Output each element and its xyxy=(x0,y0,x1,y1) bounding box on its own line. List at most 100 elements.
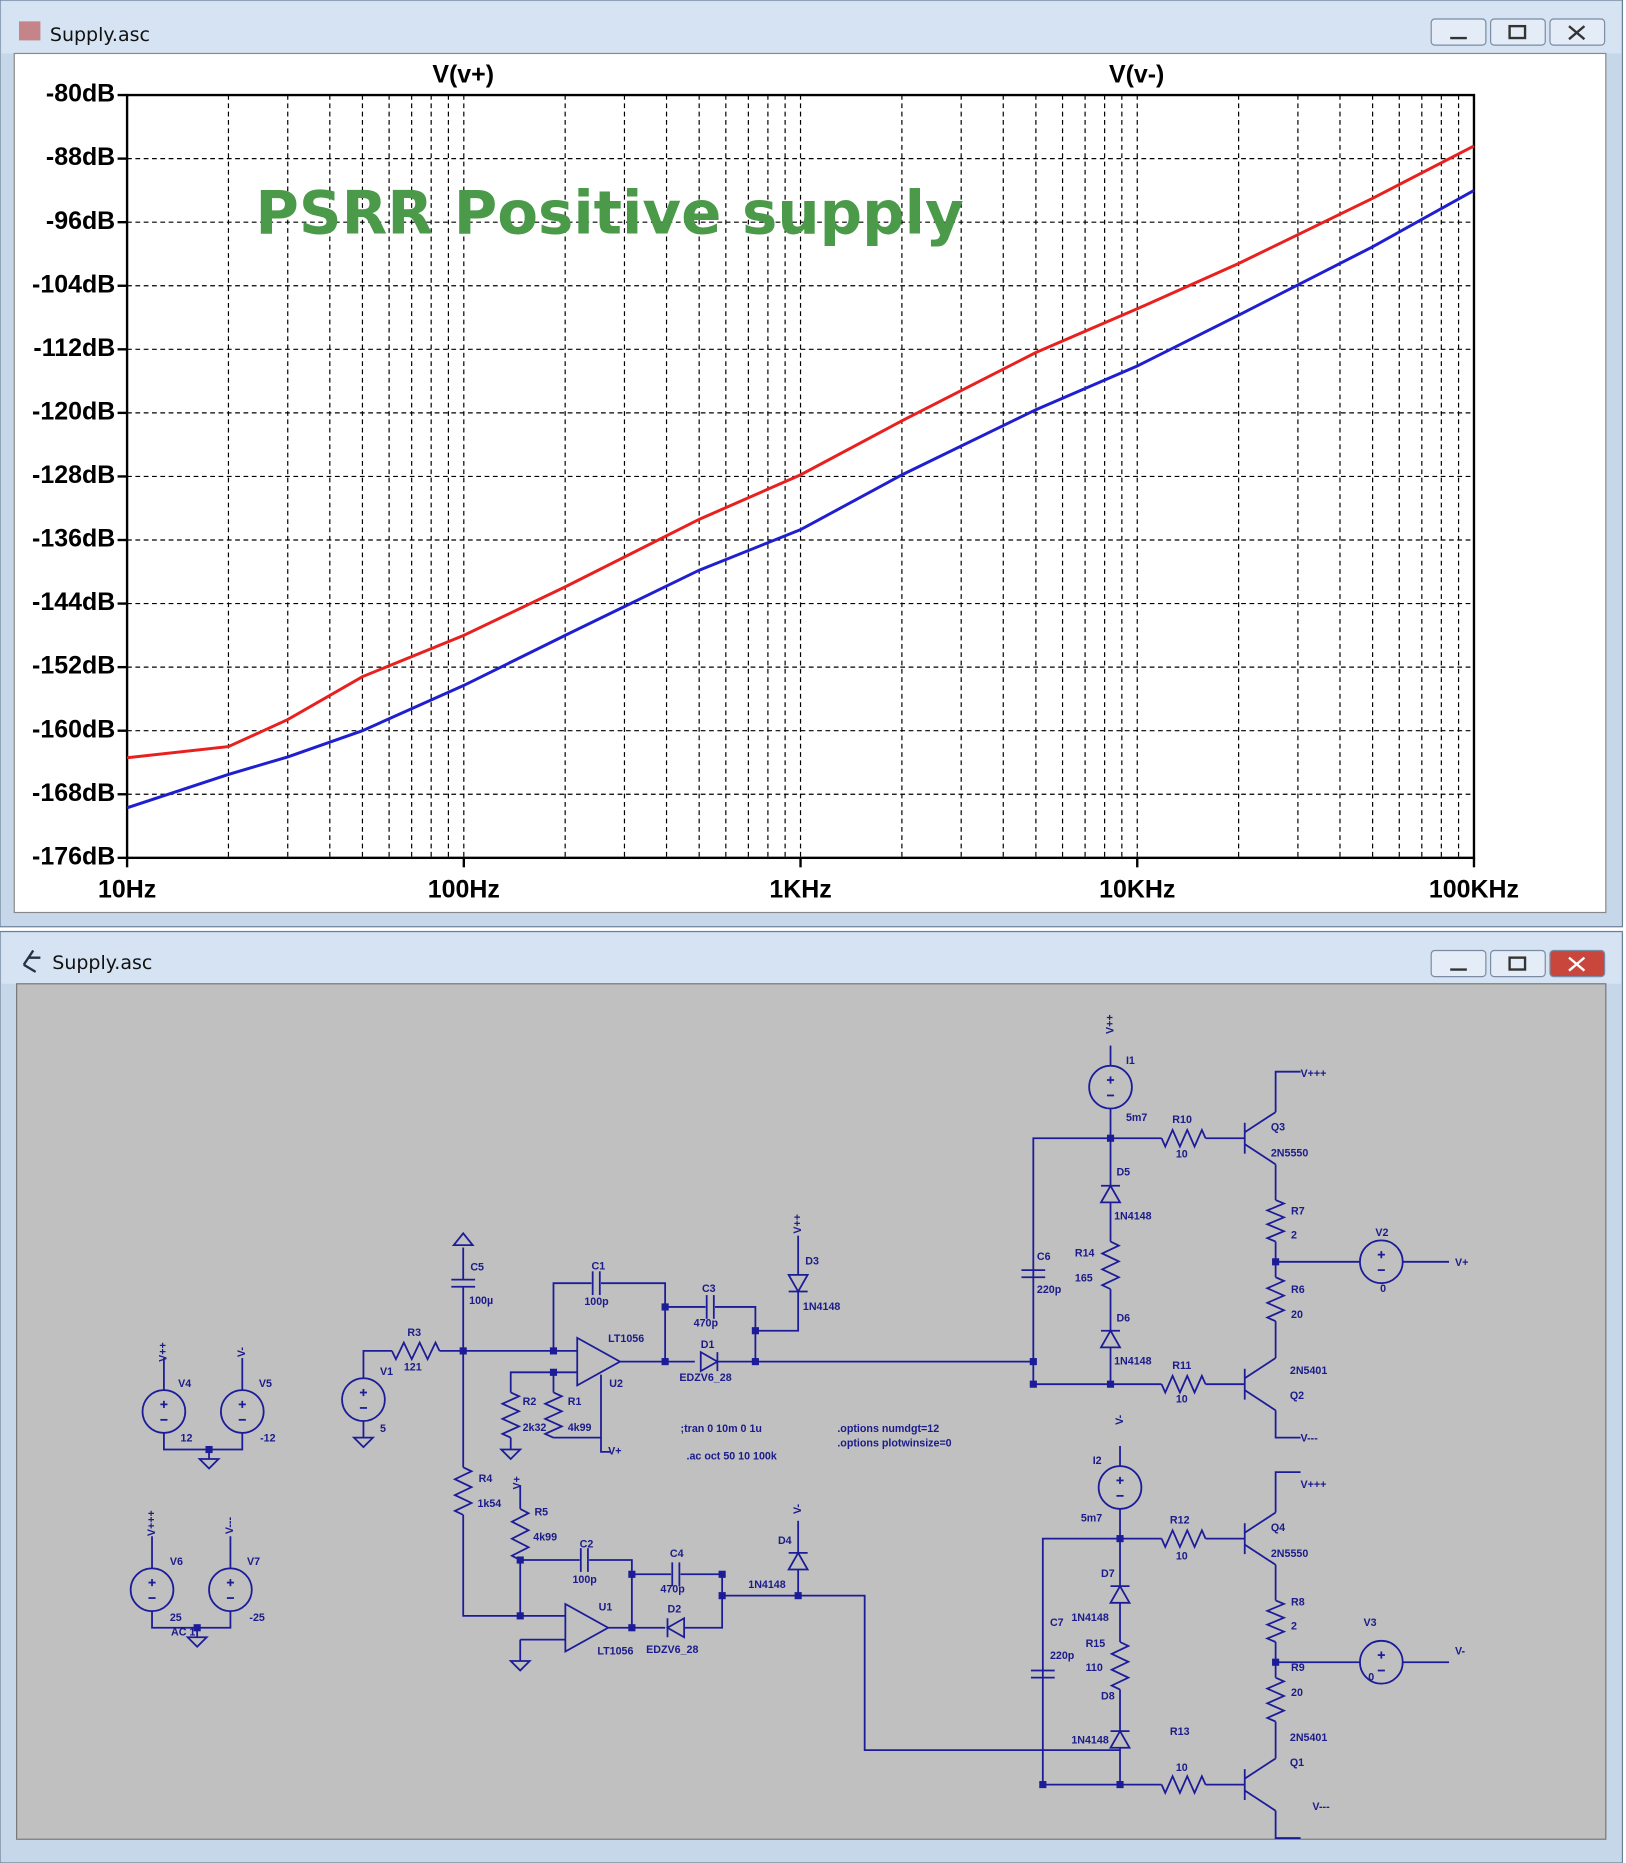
minimize-button[interactable] xyxy=(1430,18,1487,46)
wire xyxy=(1274,1471,1301,1513)
schematic-label: LT1056 xyxy=(597,1645,633,1657)
schematic-label: R14 xyxy=(1075,1247,1095,1259)
wire xyxy=(1274,1410,1301,1439)
schematic-label: -12 xyxy=(260,1433,276,1445)
wire xyxy=(1244,1143,1277,1166)
wire xyxy=(1160,1528,1207,1550)
annotation: PSRR Positive supply xyxy=(255,180,963,249)
wire xyxy=(1244,1543,1277,1566)
wire xyxy=(722,1594,1121,1752)
schematic-label: Q2 xyxy=(1290,1390,1304,1402)
y-tick-label: -144dB xyxy=(32,588,115,616)
schematic-label: R12 xyxy=(1170,1515,1190,1527)
schematic-label: V++ xyxy=(1104,1014,1116,1034)
schematic-label: V+++ xyxy=(146,1510,158,1536)
schematic-label: V--- xyxy=(1301,1433,1319,1445)
maximize-button[interactable] xyxy=(1490,949,1546,978)
junction xyxy=(1039,1781,1047,1789)
title-bar xyxy=(1,932,1622,984)
wire xyxy=(500,1391,522,1439)
schematic-label: D8 xyxy=(1101,1690,1115,1702)
junction xyxy=(1272,1258,1280,1266)
wire xyxy=(543,1391,564,1439)
x-tick-label: 10Hz xyxy=(98,876,156,904)
junction xyxy=(718,1592,726,1600)
schematic-label: 20 xyxy=(1291,1687,1303,1699)
wire xyxy=(1100,1240,1121,1290)
schematic-label: V4 xyxy=(178,1378,191,1390)
maximize-icon xyxy=(1508,956,1527,971)
wire xyxy=(391,1340,441,1362)
y-tick-label: -88dB xyxy=(46,143,115,171)
wire xyxy=(589,1559,633,1628)
schematic-label: 1N4148 xyxy=(1114,1210,1151,1222)
schematic-label: V- xyxy=(236,1347,248,1358)
ground xyxy=(351,1436,376,1449)
schematic-label: D6 xyxy=(1116,1313,1130,1325)
y-tick-label: -160dB xyxy=(32,715,115,743)
schematic-label: 4k99 xyxy=(568,1422,592,1434)
schematic-label: 2 xyxy=(1291,1620,1297,1632)
opamp xyxy=(564,1602,610,1654)
wire xyxy=(1160,1373,1207,1395)
maximize-button[interactable] xyxy=(1490,18,1546,46)
wire xyxy=(552,1282,592,1351)
schematic-label: 220p xyxy=(1037,1284,1062,1296)
series-line xyxy=(126,189,1475,810)
close-icon xyxy=(1568,25,1586,41)
schematic-label: U2 xyxy=(609,1378,623,1390)
wire xyxy=(1244,1389,1277,1412)
schematic-label: .options numdgt=12 xyxy=(837,1423,939,1435)
schematic-label: 220p xyxy=(1050,1650,1075,1662)
junction xyxy=(549,1347,558,1355)
wire xyxy=(755,1291,800,1332)
schematic-label: ;tran 0 10m 0 1u xyxy=(681,1423,762,1435)
schematic-label: 2N5401 xyxy=(1290,1365,1327,1377)
schematic-label: 0 xyxy=(1368,1671,1374,1683)
schematic-label: 0 xyxy=(1380,1283,1386,1295)
schematic-label: EDZV6_28 xyxy=(646,1644,698,1656)
schematic-label: R2 xyxy=(523,1396,537,1408)
port xyxy=(451,1231,475,1247)
schematic-label: EDZV6_28 xyxy=(679,1372,731,1384)
schematic-label: R3 xyxy=(407,1327,421,1339)
y-tick-label: -80dB xyxy=(46,80,115,108)
wire xyxy=(151,1611,232,1629)
minimize-button[interactable] xyxy=(1430,949,1487,978)
maximize-icon xyxy=(1508,24,1527,40)
schematic-label: R10 xyxy=(1172,1114,1192,1126)
schematic-label: V+++ xyxy=(1301,1479,1327,1491)
y-tick-label: -136dB xyxy=(32,525,115,553)
plot-frame xyxy=(125,93,1476,860)
wire xyxy=(600,1437,611,1453)
legend-entry: V(v+) xyxy=(432,61,494,89)
y-tick-label: -120dB xyxy=(32,397,115,425)
schematic-label: 5m7 xyxy=(1126,1112,1147,1124)
title-bar xyxy=(1,1,1622,54)
y-tick-label: -176dB xyxy=(32,842,115,870)
wire xyxy=(163,1432,244,1451)
schematic-label: .options plotwinsize=0 xyxy=(837,1437,951,1449)
x-tick-label: 10KHz xyxy=(1099,876,1175,904)
schematic-label: V2 xyxy=(1375,1227,1388,1239)
ground xyxy=(197,1458,221,1470)
wire xyxy=(600,1282,667,1362)
wire xyxy=(1244,1111,1277,1134)
schematic-label: D7 xyxy=(1101,1568,1115,1580)
schematic-label: 1k54 xyxy=(477,1498,501,1510)
schematic-label: V+ xyxy=(512,1476,524,1489)
schematic-label: R11 xyxy=(1172,1360,1191,1372)
schematic-label: V- xyxy=(792,1503,804,1514)
schematic-label: 2N5550 xyxy=(1271,1548,1308,1560)
y-tick-label: -96dB xyxy=(46,207,115,235)
schematic-label: 12 xyxy=(181,1433,193,1445)
schematic-label: D1 xyxy=(701,1339,715,1351)
junction xyxy=(1116,1781,1124,1789)
y-tick-label: -112dB xyxy=(33,334,115,362)
junction xyxy=(549,1368,558,1376)
legend-entry: V(v-) xyxy=(1109,61,1164,89)
schematic-label: 2N5550 xyxy=(1271,1148,1308,1160)
wire xyxy=(1032,1137,1162,1385)
schematic-label: V+ xyxy=(1455,1257,1468,1269)
